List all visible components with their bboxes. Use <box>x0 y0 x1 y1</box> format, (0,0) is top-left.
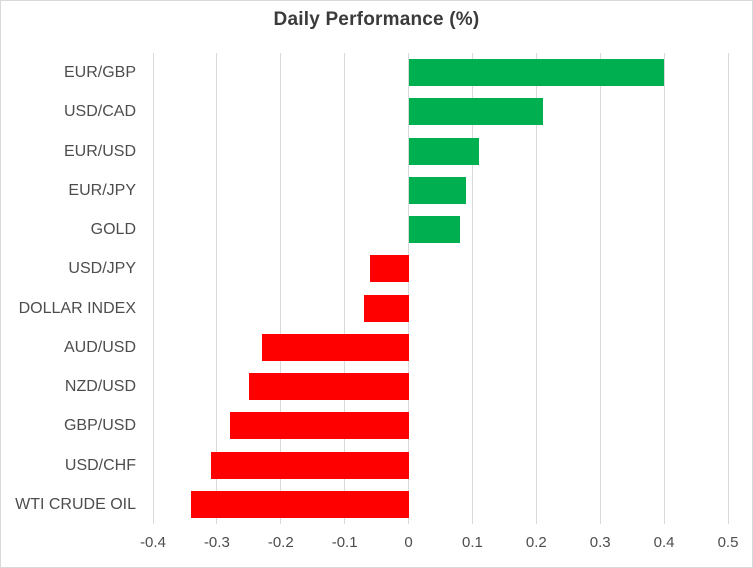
x-tick-label: 0 <box>404 534 413 551</box>
plot-area <box>152 53 729 524</box>
category-label: AUD/USD <box>63 338 136 356</box>
bar-wti-crude-oil <box>191 490 409 518</box>
bar-aud-usd <box>261 333 409 361</box>
gridline <box>280 53 282 524</box>
category-label: EUR/JPY <box>68 181 136 199</box>
x-tick-label: 0.1 <box>462 534 483 551</box>
category-label: USD/JPY <box>68 260 136 278</box>
bar-eur-usd <box>408 137 479 165</box>
category-label: EUR/GBP <box>63 64 136 81</box>
x-tick-label: -0.4 <box>140 534 166 551</box>
bar-eur-jpy <box>408 176 467 204</box>
chart-title: Daily Performance (%) <box>273 9 480 30</box>
category-label: WTI CRUDE OIL <box>15 495 136 513</box>
category-label: EUR/USD <box>63 142 136 160</box>
x-tick-label: 0.2 <box>525 534 547 551</box>
bar-gold <box>408 216 460 244</box>
bar-dollar-index <box>363 294 409 322</box>
x-axis: -0.4 -0.3 -0.2 -0.1 0 0.1 0.2 0.3 0.4 0.5 <box>140 531 738 555</box>
gridline <box>663 53 665 524</box>
gridline <box>152 53 154 524</box>
bar-nzd-usd <box>248 373 409 401</box>
bar-usd-chf <box>210 451 409 479</box>
gridline <box>408 53 410 524</box>
category-label: DOLLAR INDEX <box>18 299 136 317</box>
gridline <box>216 53 218 524</box>
bar-eur-gbp <box>408 59 665 87</box>
category-label: NZD/USD <box>64 378 136 395</box>
bar-usd-cad <box>408 98 543 126</box>
category-label: GBP/USD <box>63 417 136 435</box>
x-tick-label: -0.3 <box>203 534 230 551</box>
x-tick-label: -0.1 <box>331 534 358 551</box>
gridline <box>344 53 346 524</box>
category-label: GOLD <box>90 221 136 238</box>
category-label: USD/CHF <box>64 456 136 474</box>
gridline <box>471 53 473 524</box>
x-tick-label: 0.3 <box>589 534 611 551</box>
gridline <box>535 53 537 524</box>
category-label: USD/CAD <box>63 103 136 121</box>
x-tick-label: 0.4 <box>653 534 675 551</box>
category-axis: EUR/GBP USD/CAD EUR/USD EUR/JPY GOLD USD/JPY D… <box>1 53 136 524</box>
x-tick-label: 0.5 <box>717 534 739 551</box>
bar-gbp-usd <box>229 412 409 440</box>
bar-usd-jpy <box>370 255 409 283</box>
gridline <box>599 53 601 524</box>
x-tick-label: -0.2 <box>267 534 294 551</box>
gridline <box>727 53 729 524</box>
